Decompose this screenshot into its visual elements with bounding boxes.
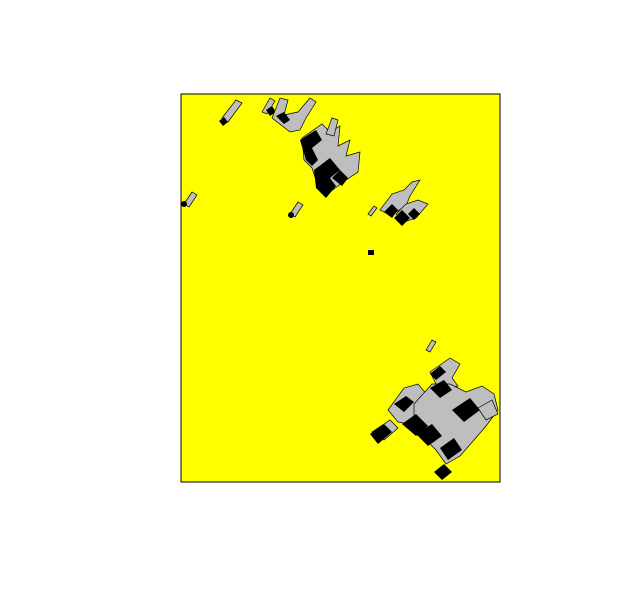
shape-light bbox=[183, 191, 198, 208]
shape-dark bbox=[434, 464, 452, 480]
shape-dark bbox=[452, 398, 480, 422]
shape-dark bbox=[276, 112, 290, 124]
shape-light bbox=[477, 399, 499, 421]
shape-light bbox=[325, 117, 339, 137]
shape-dark bbox=[219, 117, 228, 126]
shape-dark bbox=[288, 212, 294, 218]
cluster-south bbox=[370, 339, 499, 480]
shape-light bbox=[367, 205, 378, 217]
shape-dark bbox=[368, 250, 374, 255]
shape-dark bbox=[394, 396, 414, 412]
shape-dark bbox=[394, 210, 410, 226]
shape-dark bbox=[384, 204, 398, 218]
shape-light bbox=[261, 97, 276, 115]
cluster-middle bbox=[367, 179, 429, 255]
shape-dark bbox=[430, 366, 446, 380]
shape-dark bbox=[332, 170, 348, 186]
shape-dark bbox=[440, 438, 462, 460]
shape-dark bbox=[408, 208, 420, 220]
shape-dark bbox=[181, 201, 187, 207]
shape-dark bbox=[416, 424, 442, 446]
shape-dark bbox=[402, 414, 428, 436]
shape-light bbox=[425, 339, 437, 353]
shape-dark bbox=[370, 424, 392, 444]
cluster-north bbox=[181, 97, 361, 218]
shape-dark bbox=[314, 158, 340, 198]
shape-dark bbox=[300, 130, 322, 166]
shape-light bbox=[271, 97, 317, 133]
shape-dark bbox=[430, 380, 452, 398]
